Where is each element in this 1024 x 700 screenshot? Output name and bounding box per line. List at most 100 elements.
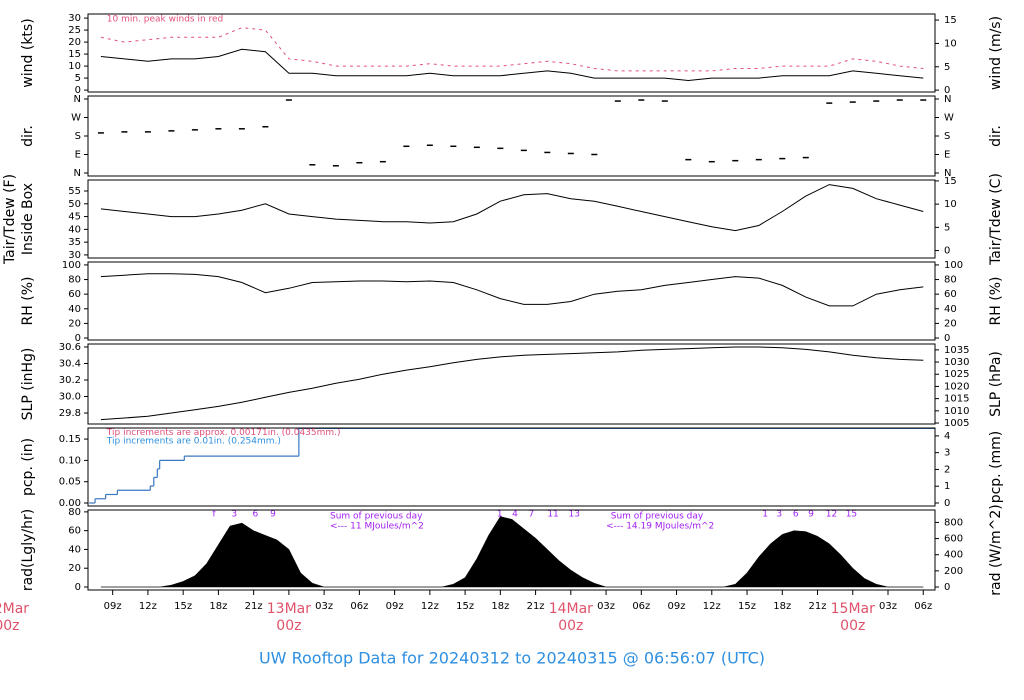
x-tick-label: 06z [350, 601, 368, 612]
x-tick-label: 09z [668, 601, 686, 612]
x-day-label: 15Mar [831, 601, 875, 617]
y-tick-label: 45 [68, 212, 81, 223]
y-tick-label: 0.00 [59, 498, 81, 509]
y-tick-label: N [74, 168, 81, 179]
x-day-hour-label: 00z [0, 618, 20, 634]
y-axis-label: RH (%) [20, 277, 36, 326]
x-day-hour-label: 00z [840, 618, 865, 634]
x-tick-label: 21z [527, 601, 545, 612]
annotation: 9 [808, 509, 814, 519]
x-tick-label: 18z [773, 601, 791, 612]
annotation: 9 [270, 509, 276, 519]
x-tick-label: 18z [491, 601, 509, 612]
x-tick-label: 09z [104, 601, 122, 612]
y-tick-label: 0.15 [59, 434, 81, 445]
x-tick-label: 15z [456, 601, 474, 612]
x-day-hour-label: 00z [558, 618, 583, 634]
y2-tick-label: 1035 [944, 345, 969, 356]
y2-tick-label: 1005 [944, 418, 969, 429]
panel: 0.00 0.05 0.10 0.15 0 1 2 3 4 pcp. (in) pcp. (mm) T… [20, 427, 1004, 509]
annotation: 7 [529, 509, 535, 519]
x-tick-label: 03z [597, 601, 615, 612]
y2-tick-label: 1010 [944, 406, 969, 417]
line-series [100, 27, 924, 72]
y-tick-label: 55 [68, 186, 81, 197]
x-day-label: 13Mar [267, 601, 311, 617]
y-tick-label: 50 [68, 199, 81, 210]
x-day-hour-label: 00z [276, 618, 301, 634]
x-tick-label: 03z [879, 601, 897, 612]
panel: 0 20 40 60 80 100 0 20 40 60 80 100 RH (%) RH (%) [20, 260, 1004, 344]
plot-area [97, 99, 927, 167]
y-tick-label: 0 [75, 582, 81, 593]
y-tick-label: 80 [68, 507, 81, 518]
y2-tick-label: 20 [944, 318, 957, 329]
y2-tick-label: 15 [944, 15, 957, 26]
y2-axis-label: RH (%) [988, 277, 1004, 326]
panel-frame [87, 261, 936, 341]
y-tick-label: 30 [68, 13, 81, 24]
y-tick-label: 0 [75, 333, 81, 344]
y-tick-label: 100 [62, 260, 81, 271]
annotation: 1 [762, 509, 768, 519]
line-series [100, 273, 924, 307]
annotation: 12 [826, 509, 837, 519]
y2-tick-label: E [944, 149, 950, 160]
y2-tick-label: 10 [944, 38, 957, 49]
y2-tick-label: 40 [944, 304, 957, 315]
y2-tick-label: 0 [944, 246, 950, 257]
y-tick-label: 30 [68, 250, 81, 261]
y2-tick-label: 1 [944, 481, 950, 492]
y2-tick-label: 1030 [944, 357, 969, 368]
y2-tick-label: 0 [944, 85, 950, 96]
y-axis-label: pcp. (in) [20, 438, 36, 496]
y-tick-label: 0 [75, 85, 81, 96]
y2-tick-label: 0 [944, 333, 950, 344]
x-tick-label: 12z [139, 601, 157, 612]
panel-frame [87, 13, 936, 93]
annotation: 6 [793, 509, 799, 519]
x-tick-label: 03z [315, 601, 333, 612]
annotation: f [213, 509, 217, 519]
y-tick-label: 5 [75, 73, 81, 84]
y2-tick-label: 10 [944, 199, 957, 210]
y-tick-label: W [71, 113, 81, 124]
y2-tick-label: 5 [944, 222, 950, 233]
y-tick-label: 60 [68, 289, 81, 300]
y2-tick-label: 2 [944, 464, 950, 475]
y-tick-label: 0.05 [59, 477, 81, 488]
y2-tick-label: W [944, 113, 954, 124]
x-tick-label: 21z [245, 601, 263, 612]
y2-tick-label: 0 [944, 498, 950, 509]
y2-axis-label: pcp. (mm) [988, 431, 1004, 504]
y-axis-label: Tair/Tdew (F) [2, 174, 18, 265]
annotation: 3 [231, 509, 237, 519]
y-tick-label: 20 [68, 563, 81, 574]
y-tick-label: S [75, 131, 81, 142]
annotation: 1 [497, 509, 503, 519]
plot-area [100, 184, 924, 232]
plot-area [100, 346, 924, 421]
x-tick-label: 15z [738, 601, 756, 612]
x-tick-label: 09z [386, 601, 404, 612]
y2-tick-label: 4 [944, 431, 950, 442]
y-tick-label: E [75, 149, 81, 160]
y2-tick-label: 15 [944, 176, 957, 187]
plot-area [100, 27, 924, 82]
line-series [100, 184, 924, 232]
y-tick-label: 20 [68, 318, 81, 329]
x-tick-label: 06z [632, 601, 650, 612]
annotation: Sum of previous day [330, 511, 423, 521]
y2-tick-label: 60 [944, 289, 957, 300]
y2-tick-label: S [944, 131, 950, 142]
y2-tick-label: 80 [944, 275, 957, 286]
plot-area [100, 273, 924, 307]
y2-axis-label: dir. [988, 125, 1004, 147]
line-series [100, 48, 924, 82]
y2-tick-label: N [944, 168, 951, 179]
annotation: Sum of previous day [611, 511, 704, 521]
